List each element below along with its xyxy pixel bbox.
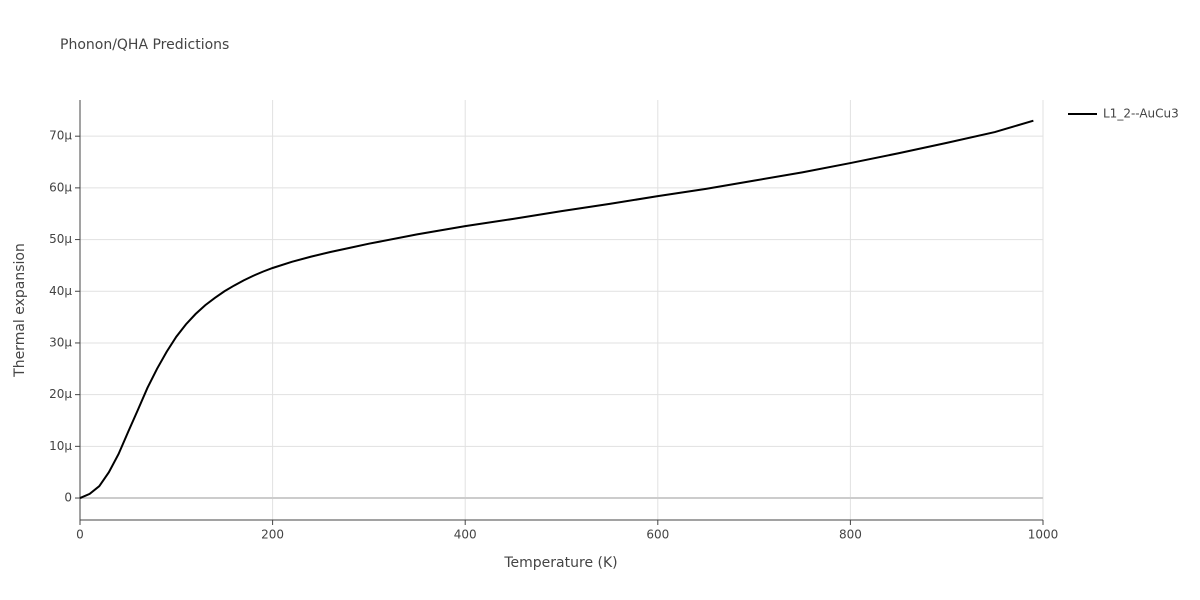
y-tick-label: 50μ — [49, 232, 72, 246]
x-tick-label: 600 — [646, 528, 669, 542]
x-tick-label: 800 — [839, 528, 862, 542]
y-tick-label: 10μ — [49, 439, 72, 453]
y-axis-title: Thermal expansion — [12, 243, 28, 378]
x-tick-label: 400 — [454, 528, 477, 542]
y-tick-label: 20μ — [49, 387, 72, 401]
series-line — [79, 119, 1034, 499]
y-tick-label: 60μ — [49, 180, 72, 194]
x-tick-label: 1000 — [1028, 528, 1059, 542]
legend-label: L1_2--AuCu3 — [1103, 107, 1179, 121]
x-tick-label: 0 — [76, 528, 84, 542]
x-tick-label: 200 — [261, 528, 284, 542]
chart-title: Phonon/QHA Predictions — [60, 37, 229, 53]
y-tick-label: 70μ — [49, 129, 72, 143]
y-tick-label: 40μ — [49, 284, 72, 298]
y-tick-label: 0 — [64, 491, 72, 505]
y-tick-label: 30μ — [49, 335, 72, 349]
x-axis-title: Temperature (K) — [503, 555, 617, 571]
